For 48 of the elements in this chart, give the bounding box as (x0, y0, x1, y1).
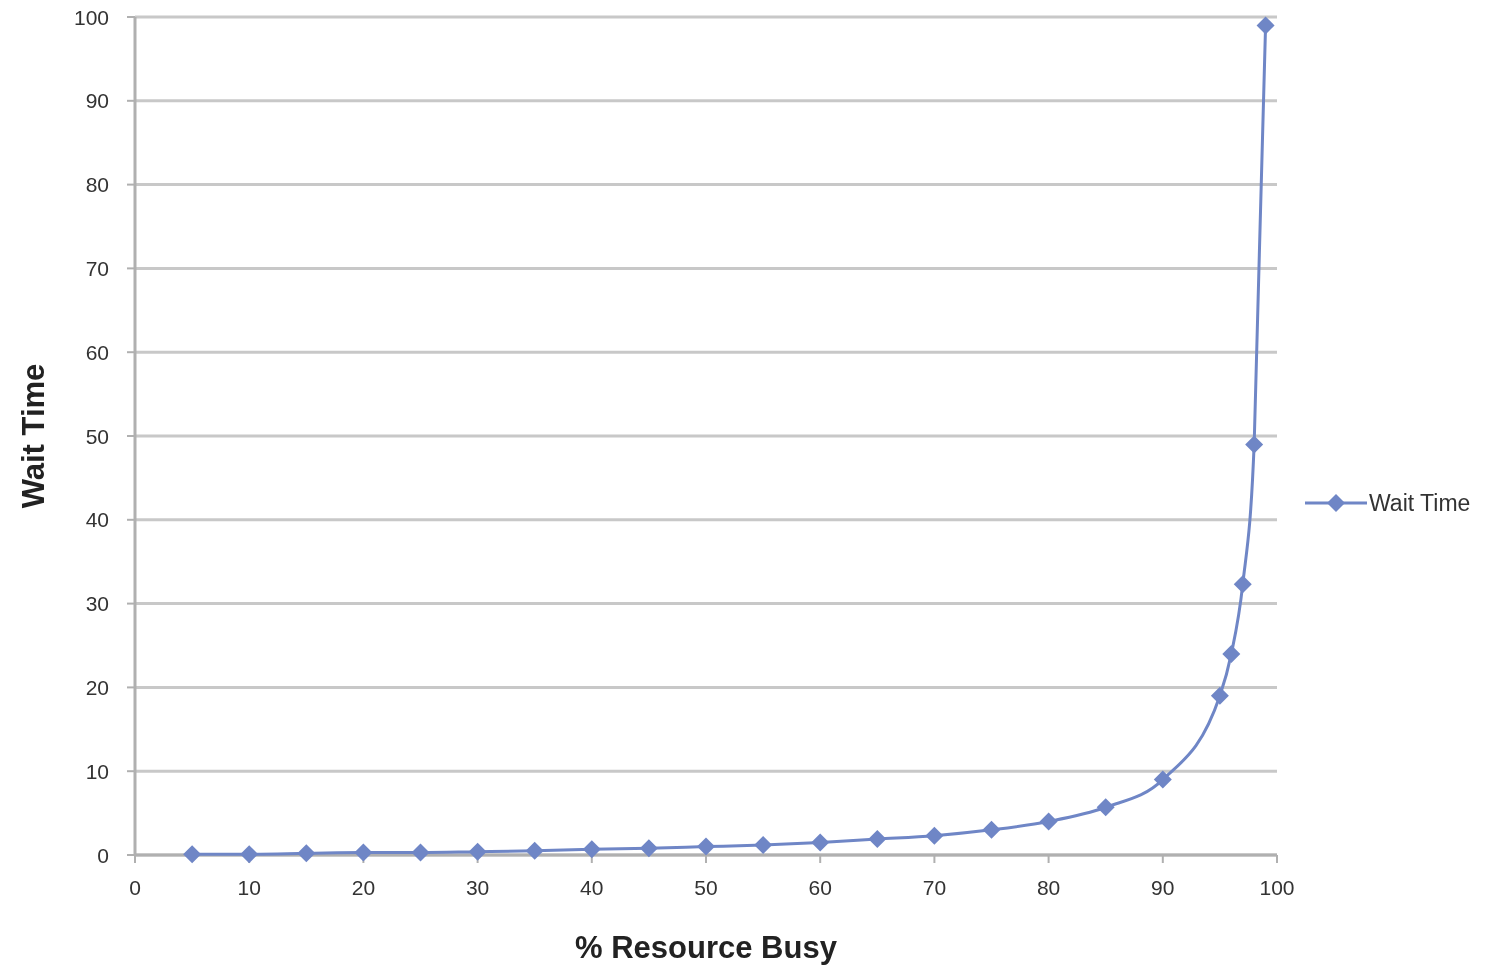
x-tick-label: 40 (580, 876, 604, 899)
x-axis-title: % Resource Busy (575, 930, 838, 965)
x-tick-label: 100 (1259, 876, 1295, 899)
point (1245, 435, 1264, 454)
y-tick-label: 30 (85, 592, 109, 616)
point (525, 841, 544, 860)
x-tick-label: 0 (129, 876, 141, 899)
point (1210, 686, 1229, 705)
point (1039, 812, 1058, 831)
point (925, 826, 944, 845)
x-tick-label: 80 (1036, 876, 1061, 899)
x-tick-label: 10 (237, 876, 261, 899)
point (297, 844, 316, 863)
point (354, 843, 373, 862)
point (1153, 770, 1172, 789)
point (639, 839, 658, 858)
point (754, 835, 773, 854)
point (183, 845, 202, 864)
x-tick-label: 90 (1151, 876, 1175, 899)
y-tick-label: 50 (85, 424, 109, 448)
y-tick-label: 20 (85, 675, 109, 699)
legend-label: Wait Time (1369, 490, 1471, 516)
point (1233, 575, 1252, 594)
point (411, 843, 430, 862)
point (811, 833, 830, 852)
point (240, 845, 259, 864)
y-axis-title: Wait Time (16, 363, 51, 509)
point (868, 830, 887, 849)
point (1222, 644, 1241, 663)
y-tick-label: 90 (85, 89, 109, 113)
x-tick-label: 30 (465, 876, 490, 899)
y-tick-label: 60 (85, 340, 109, 364)
y-tick-label: 80 (85, 173, 109, 197)
y-tick-label: 40 (85, 508, 109, 532)
point (1096, 798, 1115, 817)
point (582, 840, 601, 859)
y-tick-label: 10 (85, 759, 109, 783)
point (697, 837, 715, 856)
point (982, 820, 1001, 839)
point (1256, 16, 1275, 35)
y-tick-label: 100 (73, 5, 109, 29)
x-tick-label: 60 (808, 876, 832, 899)
x-tick-label: 70 (922, 876, 947, 899)
x-tick-label: 20 (351, 876, 376, 899)
point (468, 842, 487, 861)
y-tick-label: 70 (85, 256, 109, 280)
x-tick-label: 50 (694, 876, 718, 899)
y-tick-label: 0 (97, 843, 109, 867)
